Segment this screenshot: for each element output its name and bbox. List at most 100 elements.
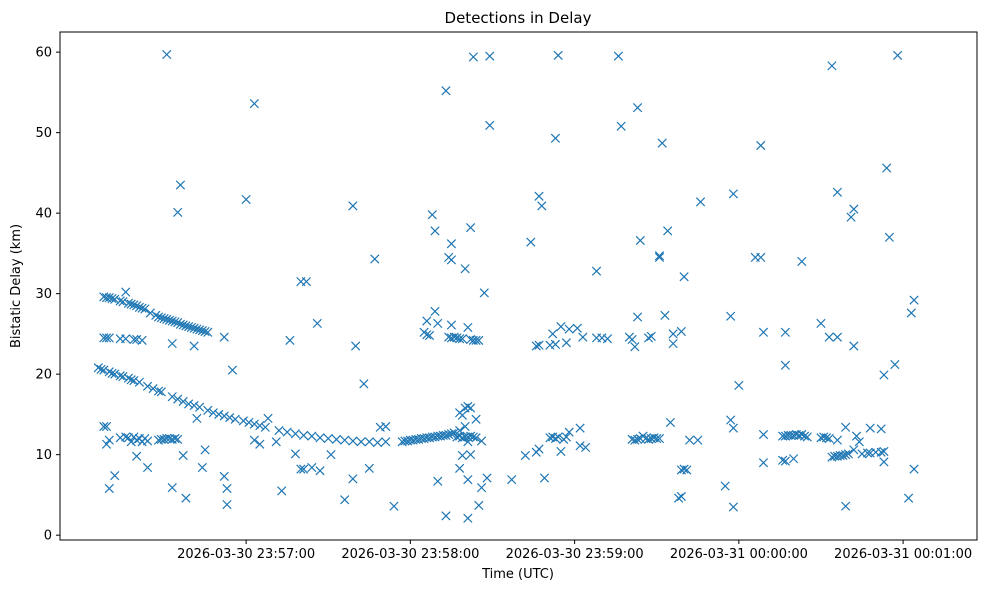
y-tick-label: 40 <box>35 207 52 222</box>
detection-point <box>192 324 202 334</box>
detection-point <box>474 500 484 511</box>
detection-point <box>126 299 136 309</box>
detection-point <box>788 454 799 464</box>
detection-point <box>167 392 177 402</box>
detection-point <box>676 491 686 502</box>
detection-point <box>282 427 292 437</box>
detection-point <box>110 470 120 481</box>
detection-point <box>479 288 489 298</box>
detection-point <box>107 293 117 304</box>
detection-point <box>550 339 561 349</box>
detection-point <box>241 194 251 205</box>
detection-point <box>110 369 120 379</box>
detection-point <box>129 334 139 345</box>
detection-point <box>679 272 689 282</box>
detection-point <box>118 297 128 307</box>
detection-point <box>758 429 769 440</box>
detection-point <box>249 419 259 429</box>
detection-point <box>104 483 114 494</box>
detection-point <box>137 303 147 313</box>
detection-point <box>430 306 440 316</box>
detection-point <box>632 434 643 444</box>
detection-point <box>244 417 254 428</box>
detection-point <box>876 424 886 434</box>
detection-point <box>734 380 744 391</box>
detection-point <box>564 427 574 437</box>
detection-point <box>684 435 695 445</box>
detection-point <box>307 431 317 441</box>
detection-point <box>580 442 591 453</box>
detection-point <box>652 433 662 444</box>
detection-point <box>298 464 309 474</box>
detection-point <box>797 429 807 440</box>
detection-point <box>104 333 114 343</box>
detection-point <box>271 437 281 447</box>
detection-point <box>455 463 465 473</box>
detection-point <box>222 483 232 494</box>
detection-point <box>548 329 558 339</box>
detection-point <box>194 325 205 335</box>
detection-point <box>156 387 166 397</box>
detection-point <box>129 375 139 386</box>
detection-point <box>849 204 859 214</box>
detection-point <box>668 338 678 349</box>
detection-point <box>178 396 188 407</box>
detection-point <box>123 373 134 383</box>
detection-point <box>173 207 183 217</box>
detection-point <box>142 462 153 473</box>
detection-point <box>197 326 207 336</box>
detection-point <box>140 304 150 314</box>
detection-point <box>879 370 889 380</box>
detection-point <box>471 414 481 424</box>
detection-point <box>476 436 487 446</box>
detection-point <box>556 446 566 457</box>
detection-point <box>189 400 199 411</box>
detection-point <box>465 223 476 233</box>
detection-point <box>909 295 919 305</box>
detection-point <box>556 322 566 332</box>
detection-point <box>819 432 829 442</box>
detection-point <box>849 341 859 351</box>
detection-point <box>126 437 136 447</box>
detection-point <box>249 435 259 445</box>
detection-point <box>121 334 131 344</box>
detection-point <box>660 310 670 321</box>
detection-point <box>389 501 399 511</box>
detection-point <box>463 513 473 523</box>
detection-point <box>824 332 834 342</box>
detection-point <box>865 423 875 433</box>
detection-point <box>728 189 739 199</box>
detection-point <box>553 50 563 60</box>
detection-point <box>181 493 191 503</box>
detection-point <box>175 180 186 190</box>
detection-point <box>263 413 273 424</box>
detection-point <box>118 371 128 382</box>
detection-point <box>132 435 142 445</box>
detection-point <box>728 502 739 512</box>
detection-point <box>832 435 843 445</box>
detection-point <box>682 465 692 475</box>
detection-point <box>134 302 145 312</box>
detection-point <box>115 296 125 306</box>
detection-point <box>561 432 572 442</box>
detection-point <box>728 423 739 433</box>
chart-title: Detections in Delay <box>445 9 592 27</box>
detection-point <box>758 458 769 468</box>
detection-point <box>457 410 468 420</box>
y-tick-label: 10 <box>35 448 52 463</box>
detection-point <box>564 324 574 334</box>
detection-point <box>879 457 889 467</box>
detection-point <box>424 330 435 341</box>
plot-frame <box>59 31 978 541</box>
detection-point <box>539 473 550 483</box>
detection-point <box>359 379 369 389</box>
detection-point <box>348 436 358 446</box>
y-tick-label: 20 <box>35 368 52 383</box>
detection-point <box>693 435 703 445</box>
detection-point <box>104 293 114 303</box>
detection-point <box>315 433 325 443</box>
detection-point <box>903 493 914 503</box>
detection-point <box>340 435 350 445</box>
detection-point <box>797 256 807 267</box>
detection-point <box>695 197 706 207</box>
